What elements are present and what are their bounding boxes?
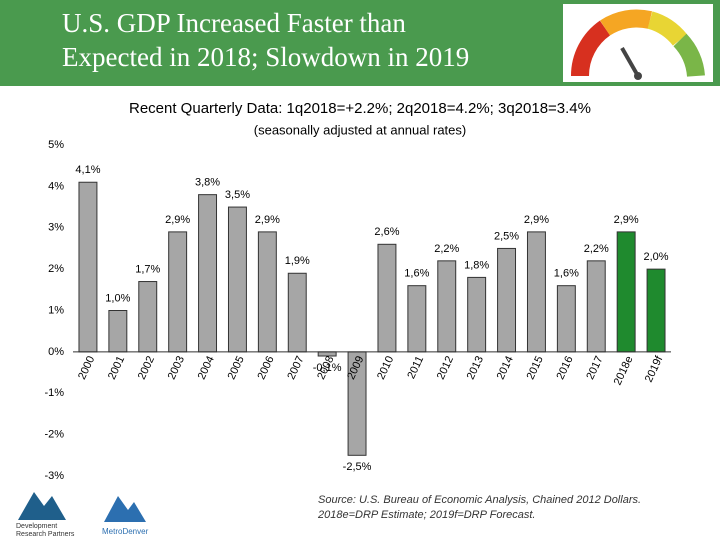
x-tick-label: 2012: [435, 354, 456, 381]
data-label: 2,9%: [614, 214, 639, 226]
x-tick-label: 2017: [584, 354, 605, 381]
x-tick-label: 2001: [106, 354, 127, 381]
x-tick-label: 2010: [375, 354, 396, 381]
data-label: 2,6%: [374, 226, 399, 238]
title-line: U.S. GDP Increased Faster than: [62, 8, 406, 38]
source: 2018e=DRP Estimate; 2019f=DRP Forecast.: [317, 509, 535, 521]
data-label: 3,5%: [225, 189, 250, 201]
x-tick-label: 2004: [196, 354, 217, 381]
y-tick-label: 0%: [48, 346, 64, 358]
x-tick-label: 2007: [285, 354, 306, 381]
x-tick-label: 2006: [255, 354, 276, 381]
bar: [198, 194, 218, 353]
bar: [646, 268, 666, 353]
data-label: 1,8%: [464, 259, 489, 271]
logo-text: MetroDenver: [102, 527, 149, 536]
y-tick-label: -2%: [44, 429, 64, 441]
note: (seasonally adjusted at annual rates): [254, 122, 466, 137]
x-tick-label: 2019f: [643, 353, 666, 384]
bar: [437, 260, 457, 353]
source: Source: U.S. Bureau of Economic Analysis…: [318, 494, 641, 506]
bar: [138, 281, 158, 353]
data-label: 2,2%: [584, 243, 609, 255]
logo: Development Research Partners MetroDenve…: [16, 492, 149, 538]
x-tick-label: 2018e: [612, 354, 636, 387]
gauge-icon: [563, 4, 713, 82]
bar: [78, 181, 98, 353]
bar: [287, 272, 307, 353]
x-tick-label: 2005: [226, 354, 247, 381]
data-label: 3,8%: [195, 177, 220, 189]
data-label: 2,5%: [494, 230, 519, 242]
data-label: 2,2%: [434, 243, 459, 255]
y-tick-label: 3%: [48, 222, 64, 234]
x-tick-label: 2003: [166, 354, 187, 381]
x-tick-label: 2002: [136, 354, 157, 381]
data-label: 1,7%: [135, 263, 160, 275]
bar: [616, 231, 636, 353]
data-label: -2,5%: [343, 461, 372, 473]
bar: [586, 260, 606, 353]
data-label: 4,1%: [75, 164, 100, 176]
logo-text: Development: [16, 523, 57, 530]
bar: [556, 285, 576, 353]
x-tick-label: 2015: [525, 354, 546, 381]
data-label: 2,9%: [165, 214, 190, 226]
data-label: 1,9%: [285, 255, 310, 267]
x-tick-label: 2014: [495, 354, 516, 381]
data-label: 1,0%: [105, 292, 130, 304]
bar: [108, 310, 128, 353]
x-tick-label: 2011: [405, 354, 426, 381]
y-tick-label: 4%: [48, 180, 64, 192]
data-label: 2,9%: [255, 214, 280, 226]
y-tick-label: -1%: [44, 387, 64, 399]
bar: [467, 276, 487, 353]
y-tick-label: 2%: [48, 263, 64, 275]
bar: [257, 231, 277, 353]
bar: [377, 243, 397, 353]
data-label: 2,9%: [524, 214, 549, 226]
x-tick-label: 2000: [76, 354, 97, 381]
bar: [526, 231, 546, 353]
data-label: 2,0%: [644, 251, 669, 263]
bar: [227, 206, 247, 353]
data-label: 1,6%: [554, 268, 579, 280]
x-tick-label: 2016: [554, 354, 575, 381]
bar: [168, 231, 188, 353]
y-tick-label: 5%: [48, 139, 64, 151]
bar: [407, 285, 427, 353]
title-line: Expected in 2018; Slowdown in 2019: [62, 42, 469, 72]
x-tick-label: 2013: [465, 354, 486, 381]
logo-text: Research Partners: [16, 531, 75, 538]
y-tick-label: 1%: [48, 304, 64, 316]
data-label: 1,6%: [404, 268, 429, 280]
data-label: -0,1%: [313, 362, 342, 374]
bar: [497, 247, 517, 353]
subtitle: Recent Quarterly Data: 1q2018=+2.2%; 2q2…: [129, 100, 591, 117]
y-tick-label: -3%: [44, 470, 64, 482]
